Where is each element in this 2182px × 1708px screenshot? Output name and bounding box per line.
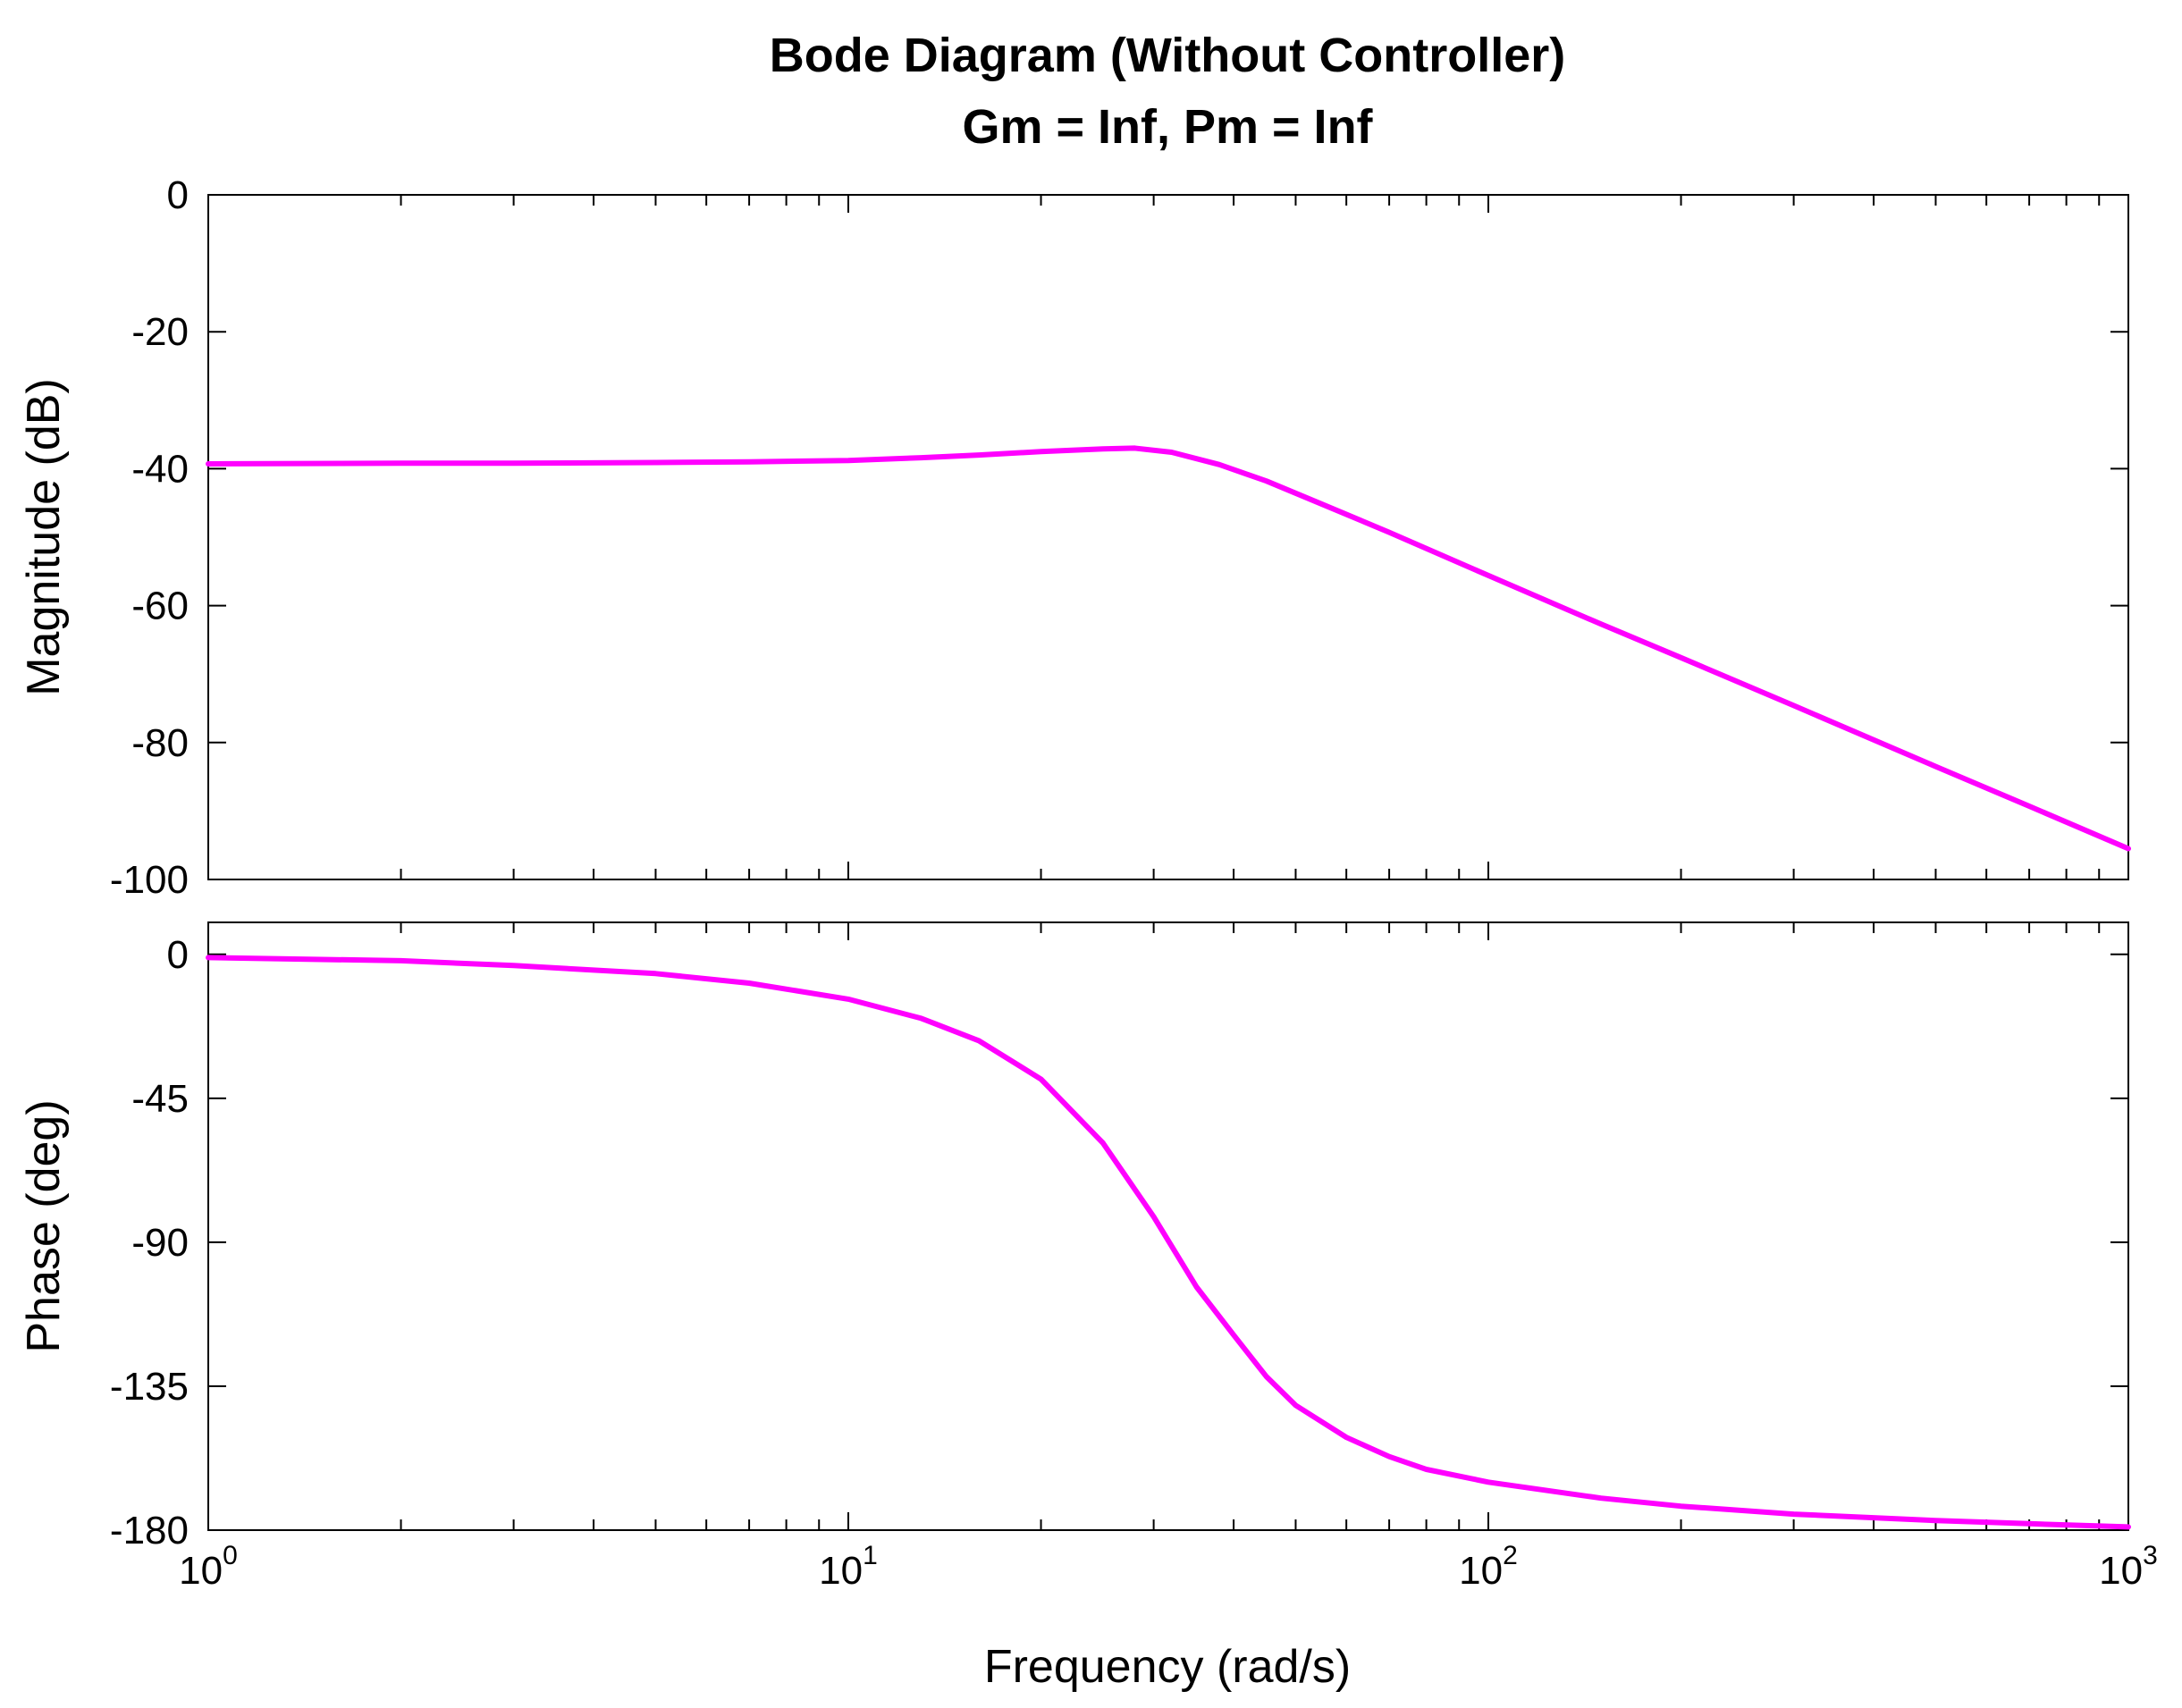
magnitude-y-tick-label: -80 xyxy=(131,721,189,765)
magnitude-curve xyxy=(206,445,2131,852)
phase-y-tick-label: -135 xyxy=(110,1365,189,1409)
magnitude-y-tick-label: -60 xyxy=(131,585,189,628)
chart-subtitle: Gm = Inf, Pm = Inf xyxy=(962,100,1373,154)
phase-y-tick-label: -45 xyxy=(131,1077,189,1121)
x-tick-label: 102 xyxy=(1459,1541,1518,1593)
phase-y-tick-label: -90 xyxy=(131,1221,189,1265)
phase-y-tick-label: 0 xyxy=(167,933,189,977)
phase-axes-box xyxy=(207,921,2129,1531)
magnitude-y-tick-label: 0 xyxy=(167,173,189,217)
magnitude-axis-label: Magnitude (dB) xyxy=(18,378,70,696)
phase-panel: 0 -45 -90 -135 -180 Phase (deg) xyxy=(18,921,2131,1552)
x-tick-label: 101 xyxy=(819,1541,878,1593)
phase-curve xyxy=(206,955,2131,1530)
x-axis-label: Frequency (rad/s) xyxy=(984,1641,1351,1693)
chart-title: Bode Diagram (Without Controller) xyxy=(770,29,1565,82)
magnitude-y-tick-label: -40 xyxy=(131,447,189,491)
phase-y-tick-label: -180 xyxy=(110,1509,189,1552)
magnitude-panel: 0 -20 -40 -60 -80 -100 Magnitude (dB) xyxy=(18,173,2131,902)
x-tick-label: 103 xyxy=(2099,1541,2158,1593)
x-tick-label: 100 xyxy=(179,1541,238,1593)
x-tick-labels: 100 101 102 103 xyxy=(179,1541,2158,1593)
magnitude-y-tick-label: -100 xyxy=(110,858,189,902)
phase-axis-label: Phase (deg) xyxy=(18,1099,70,1352)
magnitude-axes-box xyxy=(207,194,2129,880)
magnitude-y-tick-label: -20 xyxy=(131,310,189,354)
